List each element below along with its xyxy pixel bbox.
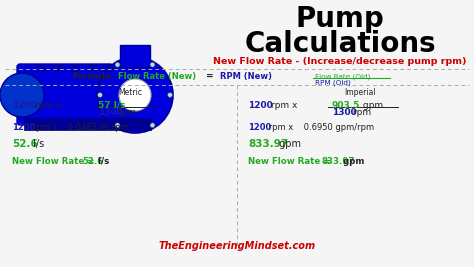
Text: rpm: rpm — [350, 108, 371, 117]
Text: Metric: Metric — [118, 88, 142, 97]
Text: 1300: 1300 — [332, 108, 357, 117]
Circle shape — [97, 57, 173, 133]
Text: RPM (New): RPM (New) — [220, 72, 272, 81]
Text: gpm: gpm — [360, 101, 383, 110]
Text: Imperial: Imperial — [344, 88, 376, 97]
Text: gpm: gpm — [340, 157, 365, 166]
Text: rpm x: rpm x — [268, 101, 297, 110]
Text: 57 l/s: 57 l/s — [98, 101, 126, 110]
Text: 1200: 1200 — [248, 123, 271, 132]
Text: TheEngineeringMindset.com: TheEngineeringMindset.com — [158, 241, 316, 251]
Text: rpm: rpm — [115, 108, 136, 117]
Text: New Flow Rate =: New Flow Rate = — [248, 157, 333, 166]
Text: l/s: l/s — [95, 157, 109, 166]
Text: 1200: 1200 — [12, 123, 35, 132]
Text: 52.6: 52.6 — [82, 157, 103, 166]
Text: 833.97: 833.97 — [248, 139, 288, 149]
Text: Pump: Pump — [296, 5, 384, 33]
Text: =: = — [206, 72, 214, 81]
FancyBboxPatch shape — [86, 65, 96, 71]
FancyBboxPatch shape — [10, 86, 28, 104]
Text: 52.6: 52.6 — [12, 139, 38, 149]
Circle shape — [119, 79, 151, 111]
Text: gpm: gpm — [276, 139, 301, 149]
FancyBboxPatch shape — [24, 118, 151, 130]
Text: 1200: 1200 — [248, 101, 273, 110]
Text: 833.97: 833.97 — [322, 157, 356, 166]
Text: l/s: l/s — [30, 139, 44, 149]
Text: rpm x    0.6950 gpm/rpm: rpm x 0.6950 gpm/rpm — [266, 123, 374, 132]
FancyBboxPatch shape — [35, 65, 45, 71]
Text: rpm x    0.0483 l/s.rpm: rpm x 0.0483 l/s.rpm — [30, 123, 129, 132]
Circle shape — [167, 92, 173, 97]
Text: RPM (Old): RPM (Old) — [315, 79, 351, 85]
FancyBboxPatch shape — [120, 45, 150, 67]
Text: New Flow Rate =: New Flow Rate = — [12, 157, 97, 166]
Circle shape — [115, 123, 120, 128]
FancyBboxPatch shape — [52, 65, 62, 71]
Text: Flow Rate (New): Flow Rate (New) — [118, 72, 196, 81]
Text: New Flow Rate - (Increase/decrease pump rpm): New Flow Rate - (Increase/decrease pump … — [213, 57, 467, 66]
FancyBboxPatch shape — [69, 65, 79, 71]
Circle shape — [150, 62, 155, 67]
Text: rpm x: rpm x — [32, 101, 61, 110]
Circle shape — [150, 123, 155, 128]
Text: 1200: 1200 — [12, 101, 37, 110]
Text: Flow Rate (Old): Flow Rate (Old) — [315, 73, 370, 80]
FancyBboxPatch shape — [103, 65, 113, 71]
Circle shape — [115, 62, 120, 67]
Circle shape — [98, 92, 102, 97]
FancyBboxPatch shape — [17, 64, 113, 125]
Text: Calculations: Calculations — [244, 30, 436, 58]
Text: 903.5: 903.5 — [332, 101, 360, 110]
Text: 1300: 1300 — [98, 108, 123, 117]
Text: Formula:: Formula: — [72, 72, 114, 81]
Circle shape — [0, 73, 44, 117]
